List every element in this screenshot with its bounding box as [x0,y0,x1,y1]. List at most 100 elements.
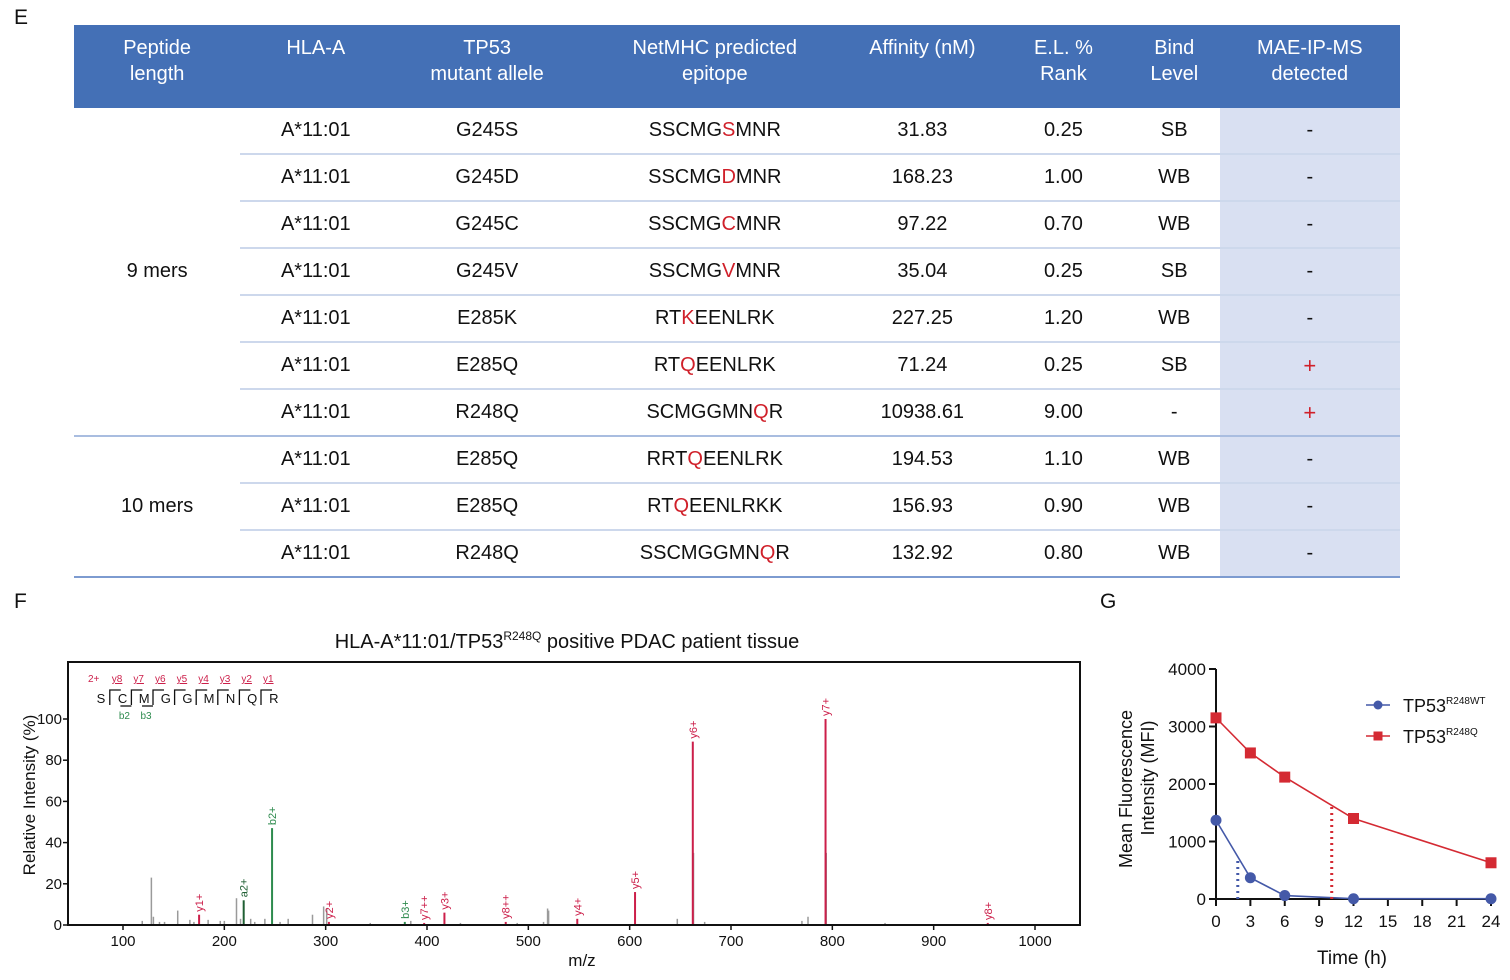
peak-label: y2+ [324,901,336,919]
fragment-bracket [195,689,208,705]
x-tick-label: 300 [313,933,338,950]
y-fragment-label: y8 [112,674,123,685]
detected-cell: - [1219,201,1400,249]
y-fragment-label: y7 [133,674,144,685]
mutant-allele-cell: G245V [391,248,583,296]
epitope-prediction-table: Peptide length HLA-A TP53 mutant allele NetMH… [74,25,1400,578]
data-point [1244,747,1256,759]
affinity-cell: 97.22 [846,201,998,249]
detected-cell: - [1219,295,1400,343]
x-tick-label: 1000 [1018,933,1051,950]
epitope-cell: RTQEENLRK [582,342,847,390]
y-tick-label: 4000 [1168,660,1206,679]
bind-level-cell: WB [1128,154,1220,202]
header-text: Bind [1154,37,1195,59]
bind-level-cell: SB [1128,342,1220,390]
x-axis-label: m/z [568,951,595,970]
header-text: Affinity (nM) [869,37,976,59]
data-point [1348,893,1359,905]
sequence-residue: G [182,691,192,706]
mutant-allele-cell: E285Q [391,436,583,484]
sequence-residue: M [204,691,215,706]
y-axis-label-line2: Intensity (MFI) [1138,720,1158,835]
epitope-prefix: SCMGGMN [646,401,754,423]
epitope-prefix: SSCMG [648,166,722,188]
detected-cell: - [1219,154,1400,202]
peak-label: y7+ [821,698,833,716]
table-row: A*11:01 E285Q RTQEENLRK 71.24 0.25 SB + [74,342,1400,390]
y-axis-label-line1: Mean Fluorescence [1116,710,1136,868]
fragment-bracket [109,689,121,705]
x-tick-label: 500 [516,933,541,950]
header-hla-a: HLA-A [240,25,392,108]
mutant-allele-cell: E285K [391,295,583,343]
table-row: 10 mers A*11:01 E285Q RRTQEENLRK 194.53 1.10 W… [74,436,1400,578]
affinity-cell: 132.92 [846,530,998,578]
mfi-line-chart: 0 1000 2000 3000 4000 0 3 6 9 12 15 18 21 24 Time (h) M… [1116,660,1500,969]
rank-cell: 0.90 [997,483,1129,531]
header-affinity: Affinity (nM) [846,25,998,108]
header-mae-ip-ms-detected: MAE-IP-MS detected [1219,25,1400,108]
header-text: NetMHC predicted [632,37,798,59]
affinity-cell: 156.93 [846,483,998,531]
header-text: Peptide [123,37,192,59]
header-tp53-mutant-allele: TP53 mutant allele [391,25,583,108]
x-tick-label: 900 [921,933,946,950]
plot-frame [67,661,1081,926]
peak-label: y4+ [572,898,584,916]
epitope-cell: SSCMGGMNQR [582,530,847,578]
header-text: HLA-A [286,37,346,59]
hla-allele-cell: A*11:01 [240,483,392,531]
table-row: A*11:01 E285K RTKEENLRK 227.25 1.20 WB - [74,295,1400,343]
header-text: detected [1271,63,1349,85]
detected-cell: - [1219,436,1400,484]
epitope-cell: SSCMGDMNR [582,154,847,202]
y-tick-label: 2000 [1168,775,1206,794]
panel-label-e: E [14,6,29,29]
affinity-cell: 168.23 [846,154,998,202]
x-tick-label: 600 [617,933,642,950]
header-text: Rank [1040,63,1087,85]
y-tick-label: 100 [37,711,62,728]
rank-cell: 1.20 [997,295,1129,343]
peak-label: y6+ [688,721,700,739]
bind-level-cell: WB [1128,530,1220,578]
legend-entry: TP53R248WT [1403,696,1485,716]
title-text: HLA-A*11:01/TP53 [335,631,504,653]
epitope-cell: SCMGGMNQR [582,389,847,437]
b-fragment-label: b3 [140,711,152,722]
spectrum-title: HLA-A*11:01/TP53R248Q positive PDAC pati… [335,629,800,653]
header-el-rank: E.L. % Rank [997,25,1129,108]
y-tick-label: 1000 [1168,833,1206,852]
x-tick-label: 9 [1314,912,1323,931]
rank-cell: 0.80 [997,530,1129,578]
detected-cell: - [1219,530,1400,578]
header-text: mutant allele [430,63,544,85]
hla-allele-cell: A*11:01 [240,342,392,390]
legend-superscript: R248Q [1446,727,1478,738]
legend-marker [1373,700,1383,710]
affinity-cell: 31.83 [846,108,998,155]
mutant-allele-cell: E285Q [391,342,583,390]
hla-allele-cell: A*11:01 [240,154,392,202]
sequence-residue: M [139,691,150,706]
fragment-bracket [130,689,143,705]
epitope-prefix: SSCMGGMN [639,542,760,564]
epitope-suffix: EENLRK [695,354,776,376]
charge-label: 2+ [88,674,100,685]
title-text: positive PDAC patient tissue [541,631,799,653]
epitope-suffix: R [768,401,784,423]
header-netmhc-epitope: NetMHC predicted epitope [582,25,847,108]
y-fragment-label: y3 [220,674,231,685]
epitope-cell: RTKEENLRK [582,295,847,343]
legend-text: TP53 [1403,727,1446,747]
table-row: 9 mers A*11:01 G245S SSCMGSMNR 31.83 0.25 SB - [74,108,1400,437]
epitope-prefix: RT [654,307,682,329]
header-text: TP53 [463,37,511,59]
epitope-prefix: SSCMG [648,213,722,235]
bind-level-cell: - [1128,389,1220,437]
data-point [1210,712,1222,724]
mutated-residue: S [722,119,736,141]
hla-allele-cell: A*11:01 [240,248,392,296]
table-row: A*11:01 R248Q SCMGGMNQR 10938.61 9.00- + [74,389,1400,437]
